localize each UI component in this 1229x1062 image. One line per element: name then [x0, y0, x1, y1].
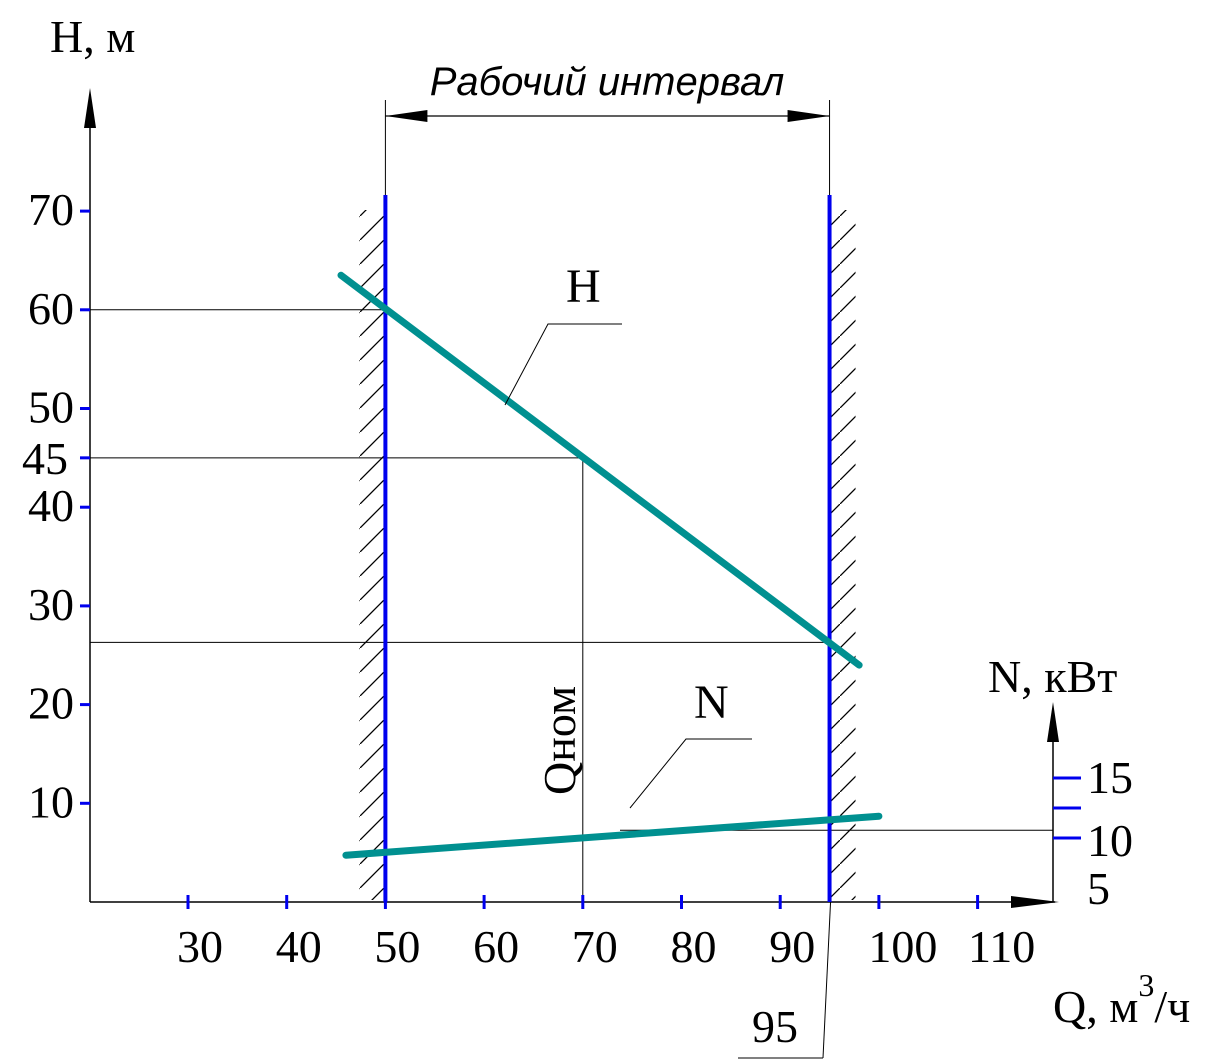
y-tick-label-45: 45 — [22, 433, 68, 484]
y-tick-label-70: 70 — [28, 184, 74, 235]
q-max-callout-line — [822, 901, 832, 1059]
x-axis-arrow-icon — [1011, 896, 1059, 908]
interval-arrow-left-icon — [385, 110, 428, 122]
hatch-left — [359, 210, 386, 900]
y-axis-arrow-icon — [84, 88, 96, 128]
y2-tick-label-15: 15 — [1087, 752, 1133, 803]
x-tick-label-40: 40 — [276, 921, 322, 972]
x-axis-title-sup: 3 — [1138, 967, 1154, 1003]
y-tick-label-50: 50 — [28, 382, 74, 433]
x-tick-label-80: 80 — [671, 921, 717, 972]
interval-arrow-right-icon — [787, 110, 830, 122]
q-max-label: 95 — [752, 1001, 798, 1052]
series-leader-N — [629, 738, 752, 809]
axis-ticks: 30 40 50 60 70 80 90 100 11010203040506070455101… — [22, 184, 1133, 972]
working-interval — [383, 100, 832, 902]
y-tick-label-40: 40 — [28, 480, 74, 531]
y2-tick-label-5: 5 — [1087, 863, 1110, 914]
series-label-H: H — [566, 260, 601, 313]
x-tick-label-30: 30 — [177, 921, 223, 972]
hatch-right — [829, 210, 856, 900]
series-curves: HN — [337, 260, 883, 859]
series-leader-H — [504, 323, 622, 406]
y-tick-label-60: 60 — [28, 283, 74, 334]
x-tick-label-100: 100 — [868, 921, 937, 972]
y-tick-label-30: 30 — [28, 579, 74, 630]
working-interval-label: Рабочий интервал — [430, 60, 785, 104]
y-tick-label-20: 20 — [28, 678, 74, 729]
series-line-H — [337, 271, 863, 669]
y2-axis-arrow-icon — [1047, 702, 1059, 742]
x-tick-label-90: 90 — [769, 921, 815, 972]
y2-tick-label-10: 10 — [1087, 815, 1133, 866]
x-axis-title-main: Q, м — [1053, 981, 1138, 1032]
x-tick-label-110: 110 — [968, 921, 1035, 972]
x-tick-label-70: 70 — [572, 921, 618, 972]
series-label-N: N — [694, 676, 729, 729]
x-axis-title: Q, м3/ч — [1053, 967, 1190, 1032]
series-line-N — [342, 812, 883, 859]
working-interval-hatching — [359, 210, 856, 900]
x-tick-label-60: 60 — [473, 921, 519, 972]
y2-axis-title: N, кВт — [988, 651, 1117, 702]
q-nominal-label: Qном — [534, 686, 585, 795]
y-tick-label-10: 10 — [28, 776, 74, 827]
y-axis-title: H, м — [50, 11, 135, 62]
x-axis-title-tail: /ч — [1154, 981, 1190, 1032]
x-tick-label-50: 50 — [374, 921, 420, 972]
